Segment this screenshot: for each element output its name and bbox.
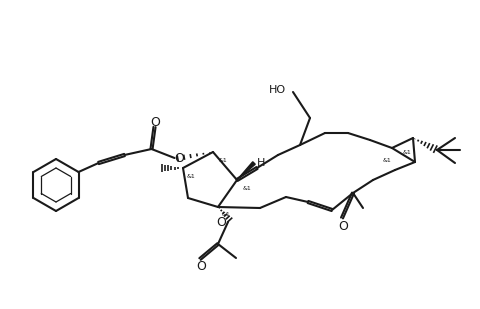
Text: &1: &1 xyxy=(382,158,391,163)
Polygon shape xyxy=(237,162,255,180)
Text: O: O xyxy=(337,219,347,232)
Text: O: O xyxy=(150,116,160,129)
Text: &1: &1 xyxy=(218,158,227,163)
Text: HO: HO xyxy=(268,85,286,95)
Text: O: O xyxy=(196,260,205,273)
Text: O: O xyxy=(216,217,226,230)
Text: &1: &1 xyxy=(221,213,230,218)
Text: &1: &1 xyxy=(186,175,195,180)
Text: &1: &1 xyxy=(402,150,410,155)
Text: H: H xyxy=(256,158,264,168)
Text: &1: &1 xyxy=(242,185,251,191)
Text: O: O xyxy=(174,153,184,166)
